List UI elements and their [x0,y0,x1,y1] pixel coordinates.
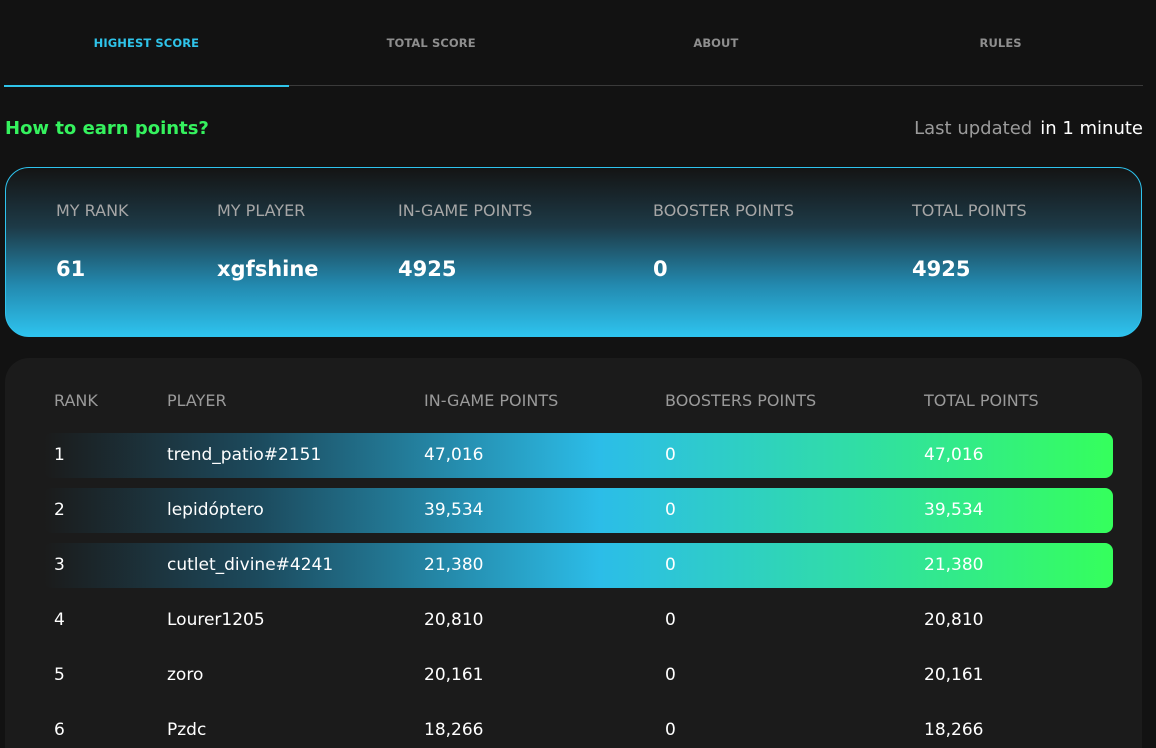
total-cell: 21,380 [924,555,984,575]
my-rank-value: 61 [56,257,86,281]
in-game-cell: 47,016 [424,445,484,465]
my-total-value: 4925 [912,257,971,281]
in-game-cell: 20,161 [424,665,484,685]
total-cell: 39,534 [924,500,984,520]
table-row[interactable]: 3 cutlet_divine#4241 21,380 0 21,380 [44,543,1113,588]
last-updated-value: in 1 minute [1040,118,1143,139]
in-game-cell: 39,534 [424,500,484,520]
tab-rules[interactable]: RULES [979,36,1022,50]
in-game-cell: 21,380 [424,555,484,575]
table-row[interactable]: 2 lepidóptero 39,534 0 39,534 [44,488,1113,533]
table-row[interactable]: 4 Lourer1205 20,810 0 20,810 [44,598,1113,643]
my-in-game-value: 4925 [398,257,457,281]
boosters-cell: 0 [665,555,676,575]
boosters-cell: 0 [665,445,676,465]
table-row[interactable]: 6 Pzdc 18,266 0 18,266 [44,708,1113,748]
tab-about[interactable]: ABOUT [693,36,739,50]
rank-cell: 2 [54,500,65,520]
rank-cell: 3 [54,555,65,575]
header-total: TOTAL POINTS [924,391,1039,410]
header-rank: RANK [54,391,98,410]
player-cell: Lourer1205 [167,610,265,630]
how-to-earn-link[interactable]: How to earn points? [5,118,209,139]
tab-bar: HIGHEST SCORE TOTAL SCORE ABOUT RULES [4,0,1143,87]
tab-highest-score[interactable]: HIGHEST SCORE [4,0,289,87]
in-game-cell: 20,810 [424,610,484,630]
boosters-cell: 0 [665,500,676,520]
my-in-game-label: IN-GAME POINTS [398,201,533,220]
header-in-game: IN-GAME POINTS [424,391,559,410]
header-player: PLAYER [167,391,227,410]
last-updated: Last updated in 1 minute [914,118,1143,139]
my-stats-card: MY RANK MY PLAYER IN-GAME POINTS BOOSTER… [5,167,1142,337]
boosters-cell: 0 [665,720,676,740]
total-cell: 47,016 [924,445,984,465]
total-cell: 20,810 [924,610,984,630]
table-row[interactable]: 1 trend_patio#2151 47,016 0 47,016 [44,433,1113,478]
boosters-cell: 0 [665,610,676,630]
player-cell: Pzdc [167,720,207,740]
leaderboard-table: RANK PLAYER IN-GAME POINTS BOOSTERS POIN… [5,358,1142,748]
my-booster-value: 0 [653,257,668,281]
my-rank-label: MY RANK [56,201,129,220]
last-updated-label: Last updated [914,118,1033,139]
player-cell: lepidóptero [167,500,264,520]
rank-cell: 1 [54,445,65,465]
player-cell: zoro [167,665,204,685]
in-game-cell: 18,266 [424,720,484,740]
total-cell: 20,161 [924,665,984,685]
my-player-value: xgfshine [217,257,319,281]
player-cell: trend_patio#2151 [167,445,322,465]
table-row[interactable]: 5 zoro 20,161 0 20,161 [44,653,1113,698]
header-boosters: BOOSTERS POINTS [665,391,817,410]
total-cell: 18,266 [924,720,984,740]
boosters-cell: 0 [665,665,676,685]
my-total-label: TOTAL POINTS [912,201,1027,220]
my-player-label: MY PLAYER [217,201,306,220]
my-booster-label: BOOSTER POINTS [653,201,794,220]
player-cell: cutlet_divine#4241 [167,555,334,575]
tab-total-score[interactable]: TOTAL SCORE [386,36,476,50]
rank-cell: 6 [54,720,65,740]
rank-cell: 5 [54,665,65,685]
rank-cell: 4 [54,610,65,630]
